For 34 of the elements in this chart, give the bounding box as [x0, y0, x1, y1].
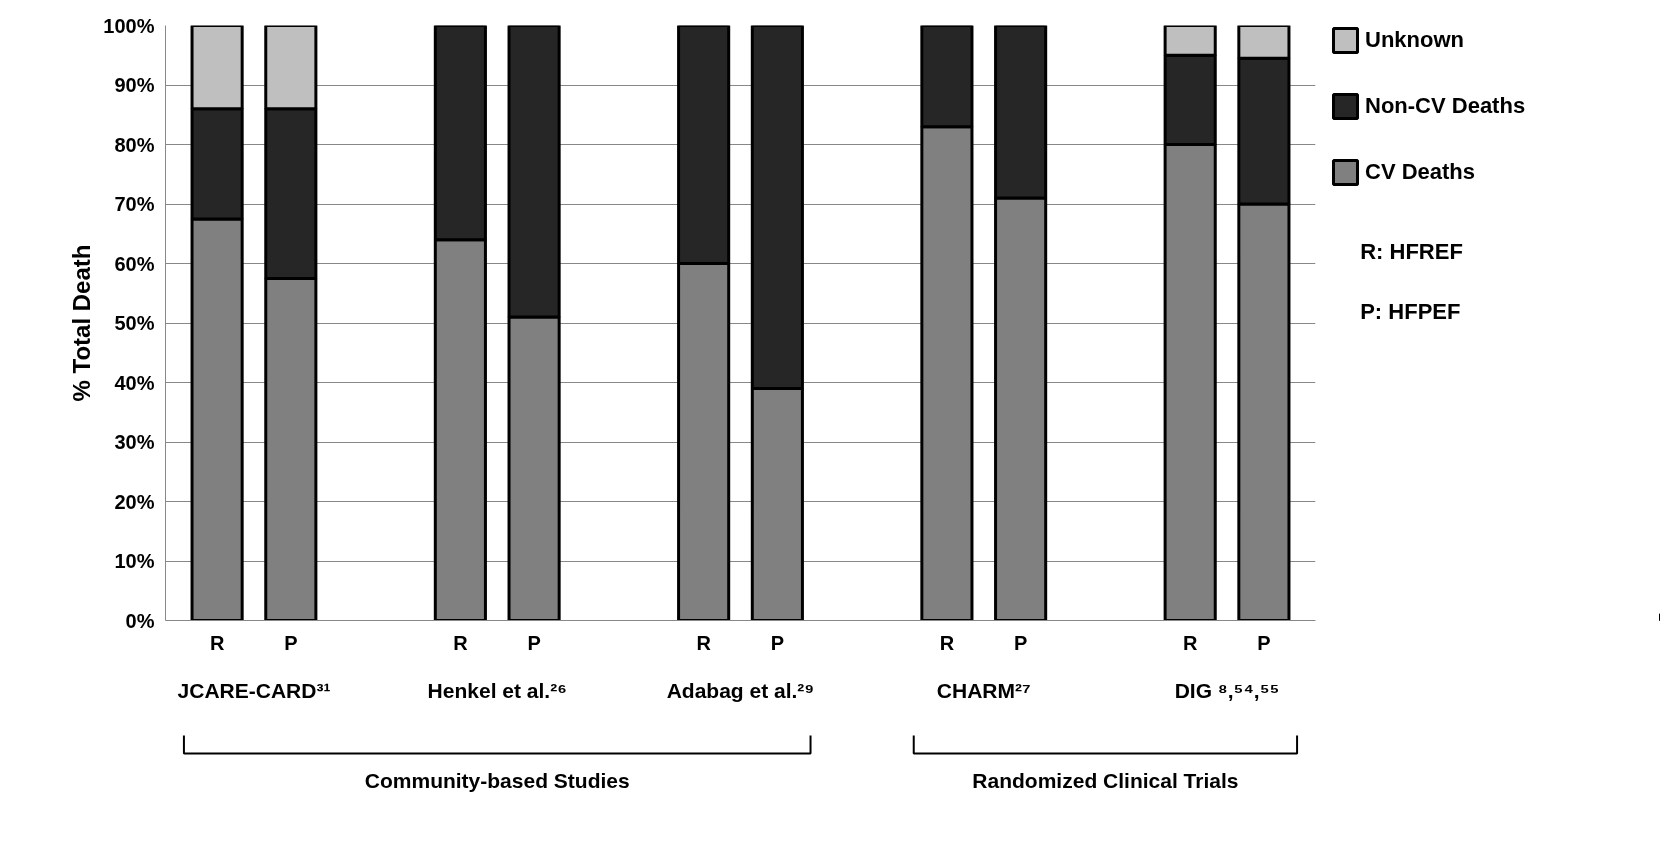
y-tick-label: 10% — [114, 550, 155, 572]
legend-label: Non-CV Deaths — [1365, 93, 1526, 119]
text: CHARM²⁷ — [936, 679, 1031, 702]
text: JCARE-CARD³¹ — [177, 679, 331, 702]
legend-label: CV Deaths — [1365, 159, 1476, 185]
x-tick-label: R — [1182, 631, 1198, 654]
x-tick-label: P — [284, 631, 298, 654]
text: P: HFPEF — [1360, 298, 1461, 324]
x-tick-label: P — [527, 631, 541, 654]
y-tick-label: 50% — [114, 312, 155, 334]
text: Randomized Clinical Trials — [972, 769, 1239, 792]
text: Henkel et al.²⁶ — [427, 679, 567, 702]
x-tick-label: P — [770, 631, 785, 654]
y-tick-label: 90% — [114, 74, 155, 96]
x-tick-label: P — [1013, 631, 1028, 654]
y-tick-label: 20% — [114, 490, 155, 513]
legend-label: Unknown — [1365, 27, 1464, 53]
y-tick-label: 0% — [125, 609, 155, 632]
x-tick-label: R — [696, 631, 712, 654]
x-tick-label: R — [209, 631, 225, 654]
text: Adabag et al.²⁹ — [666, 679, 815, 702]
text: DIG ⁸,⁵⁴,⁵⁵ — [1174, 679, 1280, 702]
y-tick-label: 30% — [114, 431, 155, 453]
y-tick-label: 60% — [114, 252, 155, 275]
y-tick-label: 40% — [114, 371, 155, 394]
y-axis-title: % Total Death — [68, 244, 96, 402]
y-tick-label: 70% — [114, 193, 155, 215]
y-tick-label: 100% — [103, 14, 155, 37]
y-tick-label: 80% — [114, 133, 155, 156]
text: R: HFREF — [1360, 239, 1463, 265]
text: Community-based Studies — [364, 769, 630, 792]
x-tick-label: R — [939, 631, 955, 654]
x-tick-label: R — [453, 631, 469, 654]
x-tick-label: P — [1257, 631, 1271, 654]
